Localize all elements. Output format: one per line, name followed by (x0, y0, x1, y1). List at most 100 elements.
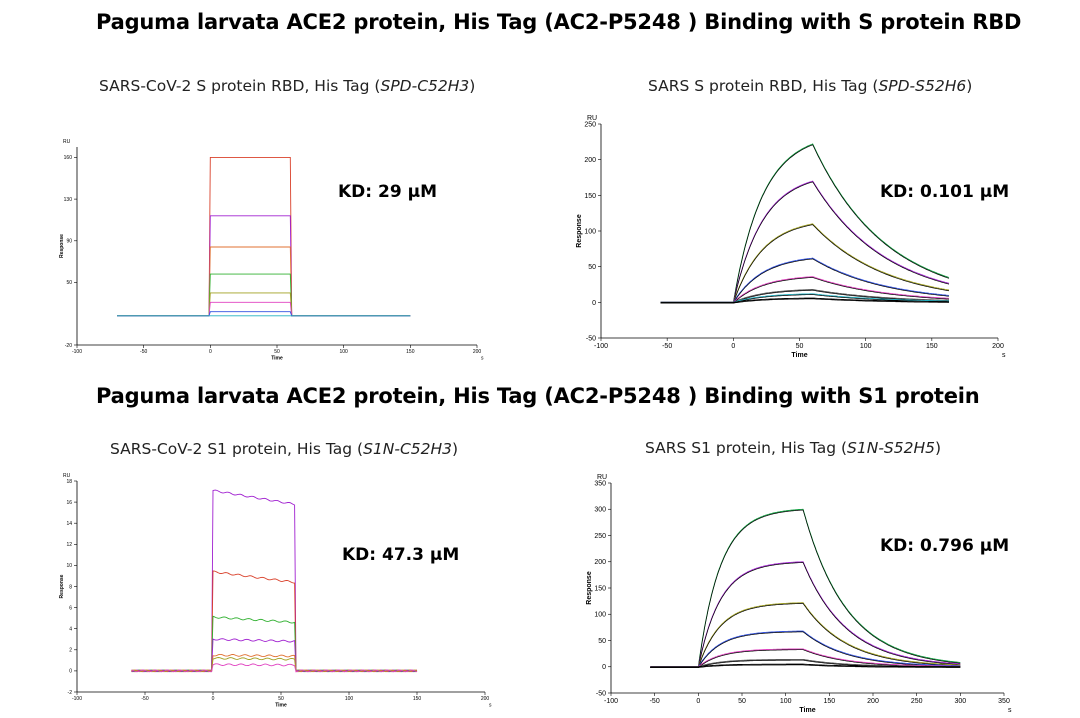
sensorgram-sars-s1: -100 -50 0 50 100 150 200 250 300 350-50050100150… (586, 474, 1012, 714)
sensorgram-sars-rbd: -100 -50 0 50 100 150 200-50050100150200250Tim… (576, 115, 1006, 359)
sensorgram-sars-cov-2-rbd: -100 -50 0 50 100 150 200 -20 50 90 130 160 Time s Res… (59, 139, 484, 362)
x-axis-unit: s (1008, 707, 1012, 714)
heading-s1: Paguma larvata ACE2 protein, His Tag (AC… (96, 384, 980, 408)
y-tick-label: -50 (596, 690, 606, 697)
x-tick-label: 300 (954, 698, 966, 705)
series-line (131, 615, 418, 673)
y-tick-label: 90 (66, 239, 72, 245)
fit-line (660, 224, 950, 304)
kd-value-sars-cov-2-rbd: KD: 29 µM (338, 182, 438, 202)
series-line (660, 143, 950, 303)
x-tick-label: 0 (209, 349, 212, 355)
x-axis-unit: s (1002, 352, 1006, 359)
y-tick-label: 50 (598, 638, 606, 645)
x-tick-label: -100 (72, 349, 82, 355)
y-axis-label: Response (576, 214, 583, 248)
x-tick-label: 200 (481, 696, 490, 702)
y-tick-label: 350 (594, 480, 606, 487)
y-tick-label: 50 (66, 280, 72, 286)
y-axis-label: Response (59, 234, 65, 258)
y-tick-label: 250 (594, 533, 606, 540)
y-tick-label: -20 (65, 343, 72, 349)
fit-line (650, 562, 961, 668)
fit-line (650, 603, 961, 668)
y-axis-label: Response (586, 571, 593, 605)
series-line (650, 602, 961, 668)
series-line (117, 311, 411, 317)
series-line (650, 630, 961, 668)
x-tick-label: 100 (780, 698, 792, 705)
x-axis-unit: s (481, 356, 484, 362)
y-tick-label: 50 (588, 264, 596, 271)
y-tick-label: 200 (584, 157, 596, 164)
y-tick-label: 160 (64, 155, 73, 161)
fit-line (660, 298, 949, 304)
x-tick-label: 200 (867, 698, 879, 705)
y-tick-label: 200 (594, 559, 606, 566)
x-tick-label: 0 (696, 698, 700, 705)
x-axis-unit: s (489, 703, 492, 709)
fit-line (650, 509, 961, 668)
x-tick-label: -100 (594, 343, 608, 350)
x-axis-label: Time (799, 707, 815, 714)
series-line (117, 273, 411, 317)
x-tick-label: 350 (998, 698, 1010, 705)
y-axis-unit: RU (587, 115, 597, 122)
x-axis-label: Time (275, 703, 287, 709)
series-line (660, 180, 950, 303)
x-tick-label: 250 (911, 698, 923, 705)
y-tick-label: 0 (602, 664, 606, 671)
subtitle-sars-cov-2-s1: SARS-CoV-2 S1 protein, His Tag (S1N-C52H… (110, 440, 459, 458)
series-line (131, 657, 418, 673)
x-tick-label: -100 (604, 698, 618, 705)
sensorgram-sars-cov-2-s1: -100 -50 0 50 100 150 200 -2 0 2 4 6 8 10 12 14 16 18 Time… (59, 473, 492, 709)
kd-value-sars-s1: KD: 0.796 µM (880, 536, 1010, 556)
x-axis-label: Time (791, 352, 807, 359)
subtitle-sars-cov-2-rbd: SARS-CoV-2 S protein RBD, His Tag (SPD-C… (99, 77, 476, 95)
x-tick-label: 150 (926, 343, 938, 350)
y-axis-unit: RU (63, 473, 71, 479)
y-tick-label: 150 (594, 585, 606, 592)
x-tick-label: -50 (141, 696, 148, 702)
y-tick-label: 130 (64, 197, 73, 203)
subtitle-sars-s1: SARS S1 protein, His Tag (S1N-S52H5) (645, 439, 942, 457)
x-tick-label: 150 (406, 349, 415, 355)
x-tick-label: -50 (650, 698, 660, 705)
series-line (650, 663, 961, 668)
fit-line (660, 181, 950, 304)
series-line (131, 663, 418, 673)
x-tick-label: 50 (796, 343, 804, 350)
kd-value-sars-rbd: KD: 0.101 µM (880, 182, 1010, 202)
y-tick-label: 14 (66, 521, 72, 527)
y-axis-unit: RU (63, 139, 71, 145)
y-tick-label: 0 (592, 300, 596, 307)
subtitle-sars-rbd: SARS S protein RBD, His Tag (SPD-S52H6) (648, 77, 973, 95)
x-tick-label: 150 (823, 698, 835, 705)
x-tick-label: -100 (72, 696, 82, 702)
y-tick-label: 10 (66, 563, 72, 569)
y-tick-label: 18 (66, 479, 72, 485)
x-tick-label: -50 (140, 349, 147, 355)
x-tick-label: -50 (662, 343, 672, 350)
y-tick-label: 100 (594, 612, 606, 619)
series-line (650, 508, 961, 668)
x-tick-label: 200 (992, 343, 1004, 350)
fit-line (650, 631, 961, 668)
y-tick-label: 16 (66, 500, 72, 506)
y-tick-label: 0 (69, 669, 72, 675)
x-tick-label: 50 (278, 696, 284, 702)
series-line (117, 246, 411, 317)
series-line (117, 301, 411, 317)
x-axis-label: Time (271, 356, 283, 362)
x-tick-label: 200 (473, 349, 482, 355)
y-tick-label: -50 (586, 335, 596, 342)
x-tick-label: 100 (339, 349, 348, 355)
series-line (131, 653, 418, 673)
x-tick-label: 0 (731, 343, 735, 350)
y-tick-label: 6 (69, 605, 72, 611)
y-axis-unit: RU (597, 474, 607, 481)
series-line (650, 648, 961, 668)
y-tick-label: 250 (584, 121, 596, 128)
x-tick-label: 100 (345, 696, 354, 702)
series-line (117, 292, 411, 317)
